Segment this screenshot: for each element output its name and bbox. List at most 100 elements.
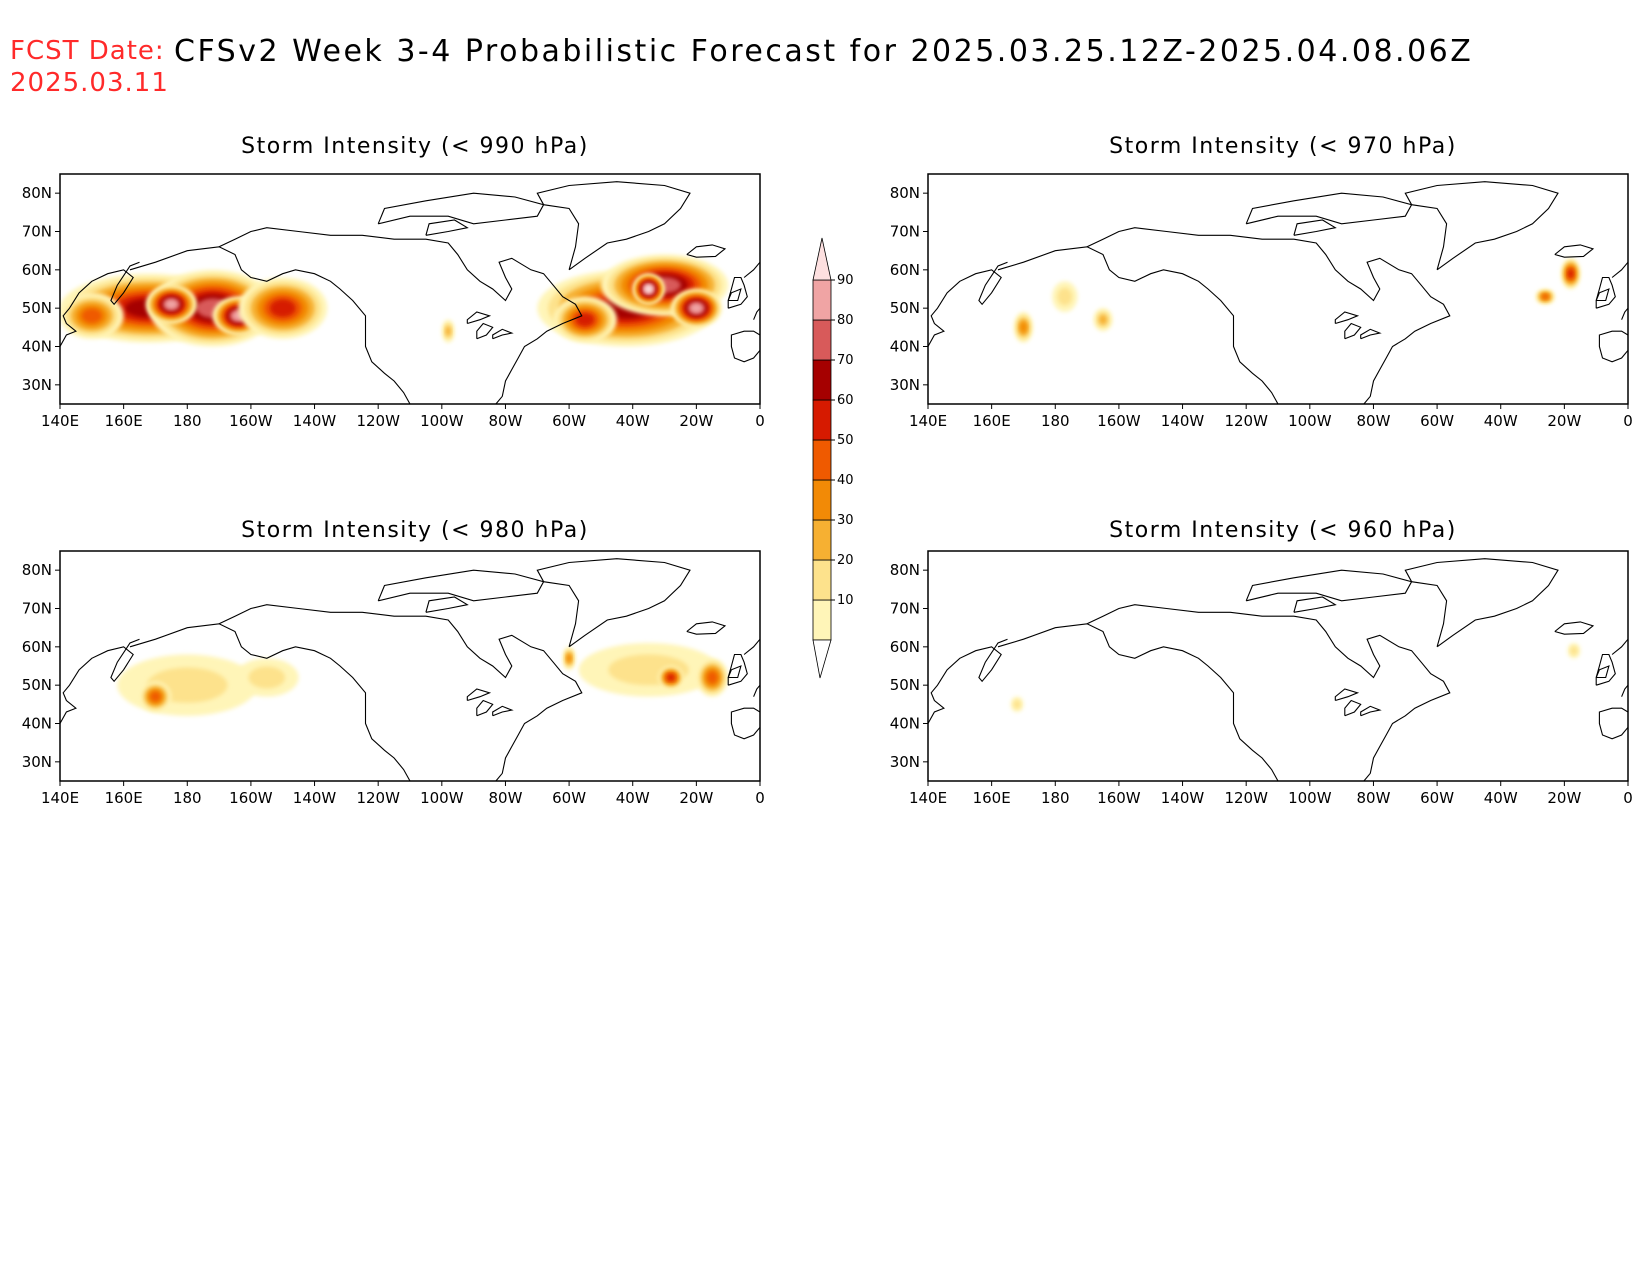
coastline [536, 558, 691, 648]
colorbar-label: 50 [837, 433, 854, 448]
forecast-date-value: 2025.03.11 [10, 68, 169, 98]
coastline [425, 219, 469, 236]
coastline [743, 261, 760, 278]
lon-tick-label: 80W [1356, 412, 1390, 430]
coastline [1334, 688, 1360, 702]
colorbar-swatch [812, 399, 832, 441]
coastline [492, 328, 514, 340]
colorbar-label: 40 [837, 473, 854, 488]
lon-tick-label: 20W [679, 412, 713, 430]
coastline [129, 246, 411, 404]
coastline [1621, 307, 1628, 320]
coastline [1293, 596, 1337, 613]
colorbar-label: 30 [837, 513, 854, 528]
panel-title: Storm Intensity (< 980 hPa) [241, 518, 589, 543]
colorbar-label: 90 [837, 273, 854, 288]
lat-tick-label: 80N [22, 561, 52, 579]
lon-tick-label: 20W [1547, 412, 1581, 430]
coastlines [60, 558, 760, 781]
lon-tick-label: 0 [755, 412, 765, 430]
coastline [1245, 192, 1413, 225]
coastline [1621, 684, 1628, 697]
lon-tick-label: 80W [488, 412, 522, 430]
lat-tick-label: 50N [890, 299, 920, 317]
lon-tick-label: 0 [755, 789, 765, 807]
coastlines [60, 181, 760, 404]
lon-tick-label: 160W [1097, 789, 1141, 807]
probability-contour [667, 674, 675, 681]
probability-contour [1570, 646, 1578, 656]
coastline [1086, 227, 1451, 404]
coastline [1344, 322, 1362, 340]
probability-contour [150, 691, 161, 702]
map-frame [927, 173, 1629, 405]
map-frame [59, 550, 761, 782]
coastline [1404, 558, 1559, 648]
coastline [1598, 330, 1628, 363]
probability-contour [1019, 321, 1027, 333]
colorbar-swatch [812, 479, 832, 521]
coastline [1293, 219, 1337, 236]
lon-tick-label: 100W [1288, 789, 1332, 807]
coastline [928, 638, 1008, 724]
lon-tick-label: 160W [229, 789, 273, 807]
coastline [377, 192, 545, 225]
coastline [1344, 699, 1362, 717]
probability-field [1010, 643, 1581, 712]
coastline [1595, 665, 1610, 679]
lat-tick-label: 80N [22, 184, 52, 202]
lon-tick-label: 140E [909, 412, 947, 430]
lon-tick-label: 140E [41, 412, 79, 430]
lat-tick-label: 80N [890, 184, 920, 202]
coastline [60, 261, 140, 347]
lat-tick-label: 40N [890, 715, 920, 733]
lat-tick-label: 70N [890, 223, 920, 241]
probability-contour [269, 299, 296, 318]
lon-tick-label: 60W [552, 412, 586, 430]
lon-tick-label: 80W [488, 789, 522, 807]
coastline [1086, 604, 1451, 781]
probability-field [1013, 258, 1581, 343]
lon-tick-label: 60W [1420, 789, 1454, 807]
lon-tick-label: 160E [105, 789, 143, 807]
colorbar: 10 20 30 40 50 60 70 80 90 [812, 237, 854, 679]
lon-tick-label: 160E [973, 789, 1011, 807]
coastline [466, 688, 492, 702]
map-panel-p960: Storm Intensity (< 960 hPa) 140E 160E 180 16… [890, 518, 1633, 807]
coastline [377, 569, 545, 602]
lat-tick-label: 50N [22, 299, 52, 317]
coastline [997, 623, 1279, 781]
probability-contour [81, 308, 102, 324]
lon-tick-label: 160W [229, 412, 273, 430]
lat-tick-label: 60N [890, 638, 920, 656]
lon-tick-label: 160E [973, 412, 1011, 430]
panel-title: Storm Intensity (< 970 hPa) [1109, 134, 1457, 159]
probability-contour [165, 299, 178, 310]
colorbar-swatch [812, 439, 832, 481]
coastline [218, 227, 583, 404]
lon-tick-label: 0 [1623, 412, 1633, 430]
coastline [1360, 328, 1382, 340]
lat-tick-label: 70N [22, 223, 52, 241]
coastline [1404, 181, 1559, 271]
coastline [753, 684, 760, 697]
probability-contour [690, 303, 703, 313]
lat-tick-label: 40N [22, 338, 52, 356]
coastline [218, 604, 583, 781]
lat-tick-label: 60N [890, 261, 920, 279]
coastline [1595, 288, 1610, 302]
lon-tick-label: 20W [679, 789, 713, 807]
coastline [425, 596, 469, 613]
lon-tick-label: 40W [1484, 789, 1518, 807]
lon-tick-label: 140W [1161, 412, 1205, 430]
colorbar-label: 70 [837, 353, 854, 368]
map-panel-p970: Storm Intensity (< 970 hPa) 140E 160E 180 16… [890, 134, 1633, 430]
coastline [730, 707, 760, 740]
lon-tick-label: 40W [1484, 412, 1518, 430]
lat-tick-label: 70N [22, 600, 52, 618]
lat-tick-label: 30N [22, 753, 52, 771]
probability-field [117, 643, 729, 716]
map-panel-p990: Storm Intensity (< 990 hPa) 140E 160E 180 16… [22, 134, 765, 430]
forecast-date-label: FCST Date: [10, 36, 165, 66]
coastline [466, 311, 492, 325]
